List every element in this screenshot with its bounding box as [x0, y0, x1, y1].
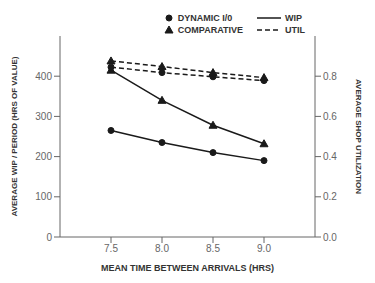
html-text:DYNAMIC I/0: DYNAMIC I/0 [177, 13, 233, 23]
svg-text:0: 0 [46, 232, 52, 243]
svg-text:0.0: 0.0 [323, 232, 337, 243]
svg-text:0.4: 0.4 [323, 151, 337, 162]
svg-text:MEAN TIME BETWEEN ARRIVALS (HR: MEAN TIME BETWEEN ARRIVALS (HRS) [101, 263, 274, 273]
html-text:WIP: WIP [285, 13, 302, 23]
svg-text:100: 100 [35, 191, 52, 202]
html-text:COMPARATIVE: COMPARATIVE [177, 25, 243, 35]
svg-text:AVERAGE WIP / PERIOD (HRS OF V: AVERAGE WIP / PERIOD (HRS OF VALUE) [10, 56, 19, 216]
svg-text:300: 300 [35, 111, 52, 122]
svg-text:9.0: 9.0 [257, 243, 271, 254]
svg-text:0.8: 0.8 [323, 71, 337, 82]
svg-text:8.0: 8.0 [155, 243, 169, 254]
svg-text:AVERAGE SHOP UTILIZATION: AVERAGE SHOP UTILIZATION [354, 79, 363, 194]
svg-text:0.6: 0.6 [323, 111, 337, 122]
svg-text:200: 200 [35, 151, 52, 162]
html-text:UTIL: UTIL [285, 25, 305, 35]
svg-text:400: 400 [35, 71, 52, 82]
svg-text:8.5: 8.5 [206, 243, 220, 254]
svg-text:0.2: 0.2 [323, 191, 337, 202]
svg-text:7.5: 7.5 [104, 243, 118, 254]
